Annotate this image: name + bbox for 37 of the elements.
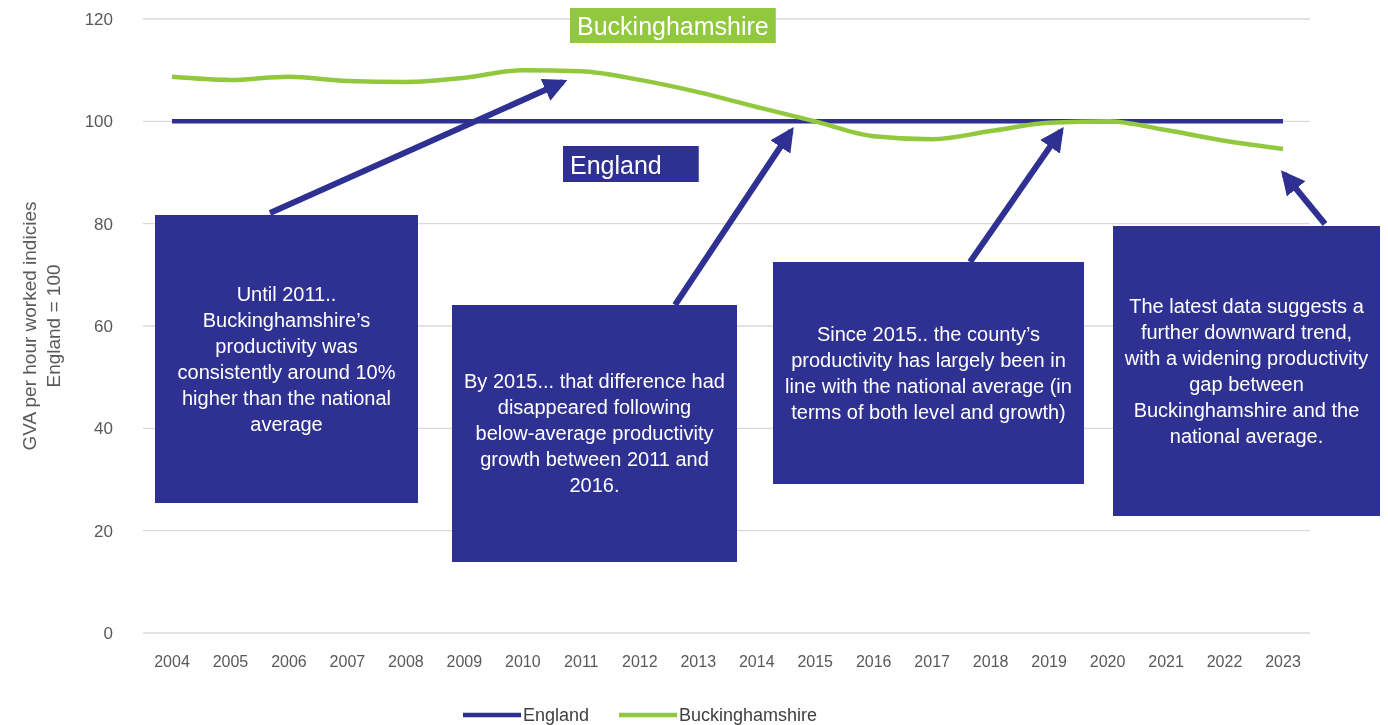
x-tick-label: 2022 — [1206, 653, 1243, 670]
x-tick-label: 2009 — [446, 653, 483, 670]
annotation: The latest data suggests a further downward trend, with a widening productivity gap between Buckinghamshire and the national average. — [1123, 294, 1369, 447]
x-tick-label: 2010 — [505, 653, 541, 670]
y-tick-label: 100 — [84, 112, 113, 132]
x-tick-label: 2007 — [329, 653, 366, 670]
x-tick-label: 2006 — [271, 653, 307, 670]
x-tick-label: 2012 — [621, 653, 658, 670]
y-tick-label: 60 — [94, 316, 113, 336]
text: England — [570, 151, 662, 179]
x-tick-label: 2004 — [154, 653, 190, 670]
annotation: Since 2015.. the county’s productivity has largely been in line with the national average (in terms of both level and growth) — [785, 322, 1072, 423]
legend-label: England — [523, 705, 590, 725]
y-axis-title: GVA per hour worked indicies England = 100 — [19, 201, 64, 451]
x-tick-label: 2013 — [680, 653, 717, 670]
legend-label: Buckinghamshire — [679, 705, 818, 725]
y-tick-label: 20 — [94, 521, 113, 541]
y-tick-label: 120 — [84, 9, 113, 29]
y-tick-label: 80 — [94, 214, 113, 234]
x-tick-label: 2005 — [212, 653, 249, 670]
x-tick-label: 2020 — [1089, 653, 1126, 670]
x-tick-label: 2023 — [1265, 653, 1301, 670]
y-tick-label: 40 — [94, 419, 113, 439]
line-series — [169, 67, 1286, 152]
x-tick-label: 2014 — [738, 653, 775, 670]
x-tick-label: 2018 — [972, 653, 1009, 670]
x-tick-label: 2016 — [855, 653, 892, 670]
x-tick-label: 2021 — [1148, 653, 1184, 670]
x-tick-label: 2015 — [797, 653, 834, 670]
x-tick-label: 2011 — [564, 653, 599, 670]
x-tick-label: 2008 — [388, 653, 424, 670]
text: Buckinghamshire — [577, 12, 769, 40]
annotation: By 2015... that difference had disappeared following below-average productivity growth between 2011 and 2016. — [464, 370, 725, 496]
y-tick-label: 0 — [103, 623, 113, 643]
x-tick-label: 2017 — [914, 653, 951, 670]
x-tick-label: 2019 — [1031, 653, 1067, 670]
annotation: Until 2011.. Buckinghamshire’s productivity was consistently around 10% higher than the national average — [177, 282, 396, 435]
